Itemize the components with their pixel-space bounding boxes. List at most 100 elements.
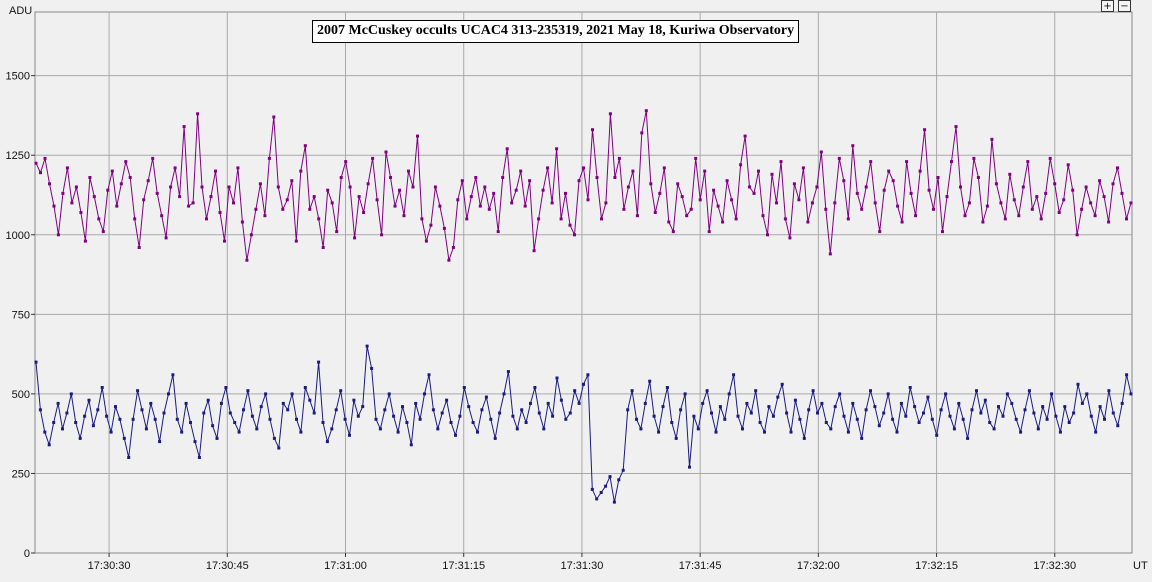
data-point bbox=[263, 214, 267, 218]
data-point bbox=[255, 427, 259, 431]
data-point bbox=[577, 179, 581, 183]
data-point bbox=[83, 239, 87, 243]
data-point bbox=[939, 408, 943, 412]
data-point bbox=[74, 185, 78, 189]
data-point bbox=[917, 421, 921, 424]
data-point bbox=[754, 389, 758, 393]
data-point bbox=[356, 414, 360, 418]
data-point bbox=[776, 395, 780, 399]
data-point bbox=[122, 436, 126, 440]
y-tick-label: 1250 bbox=[6, 150, 30, 162]
data-point bbox=[140, 408, 144, 412]
data-point bbox=[595, 176, 599, 179]
data-point bbox=[1102, 195, 1106, 199]
data-point bbox=[793, 398, 797, 402]
data-point bbox=[451, 246, 455, 249]
data-point bbox=[128, 176, 132, 179]
data-point bbox=[514, 188, 518, 192]
data-point bbox=[824, 421, 828, 424]
data-point bbox=[1021, 185, 1025, 189]
data-point bbox=[550, 201, 554, 205]
data-point bbox=[617, 156, 621, 160]
data-point bbox=[224, 386, 228, 389]
data-point bbox=[954, 125, 958, 129]
data-point bbox=[1111, 411, 1115, 415]
data-point bbox=[1041, 405, 1045, 409]
data-point bbox=[1010, 401, 1014, 405]
data-point bbox=[151, 156, 155, 160]
data-point bbox=[586, 198, 590, 202]
data-point bbox=[510, 201, 514, 205]
data-point bbox=[142, 198, 146, 202]
data-point bbox=[149, 401, 153, 405]
data-point bbox=[528, 179, 532, 183]
data-point bbox=[842, 414, 846, 418]
data-point bbox=[34, 360, 38, 364]
data-point bbox=[783, 217, 787, 221]
data-point bbox=[882, 411, 886, 415]
data-point bbox=[1072, 411, 1076, 415]
data-point bbox=[119, 182, 123, 186]
data-point bbox=[335, 230, 339, 234]
data-point bbox=[228, 411, 232, 415]
data-point bbox=[608, 112, 612, 116]
data-point bbox=[184, 401, 188, 405]
data-point bbox=[806, 220, 810, 224]
data-point bbox=[564, 417, 568, 421]
data-point bbox=[88, 176, 92, 179]
data-point bbox=[1036, 427, 1040, 431]
data-point bbox=[1084, 185, 1088, 189]
data-point bbox=[864, 185, 868, 189]
data-point bbox=[599, 491, 603, 494]
data-point bbox=[299, 169, 303, 173]
data-point bbox=[1030, 207, 1034, 211]
zoom-in-button[interactable]: + bbox=[1101, 0, 1114, 12]
data-point bbox=[657, 430, 661, 434]
data-point bbox=[1039, 217, 1043, 221]
data-point bbox=[321, 421, 325, 424]
data-point bbox=[701, 401, 705, 405]
zoom-out-button[interactable]: − bbox=[1118, 0, 1131, 12]
data-point bbox=[970, 408, 974, 412]
data-point bbox=[976, 176, 980, 179]
data-point bbox=[617, 478, 621, 482]
data-point bbox=[277, 446, 281, 450]
data-point bbox=[1027, 389, 1031, 393]
data-point bbox=[648, 379, 652, 383]
data-point bbox=[797, 198, 801, 202]
data-point bbox=[1023, 408, 1027, 412]
data-point bbox=[842, 179, 846, 183]
data-point bbox=[1075, 233, 1079, 237]
data-point bbox=[555, 147, 559, 151]
data-point bbox=[492, 191, 496, 195]
data-point bbox=[480, 408, 484, 412]
data-point bbox=[146, 179, 150, 183]
data-point bbox=[344, 160, 348, 164]
data-point bbox=[533, 386, 537, 389]
data-point bbox=[407, 169, 410, 173]
data-point bbox=[983, 398, 987, 402]
data-point bbox=[896, 204, 900, 208]
y-axis-label: ADU bbox=[9, 5, 32, 17]
data-point bbox=[357, 195, 361, 199]
data-point bbox=[1116, 166, 1119, 170]
data-point bbox=[299, 430, 303, 434]
data-point bbox=[727, 392, 731, 396]
data-point bbox=[317, 217, 321, 221]
data-point bbox=[807, 408, 811, 412]
data-point bbox=[193, 440, 197, 444]
data-point bbox=[414, 401, 418, 405]
data-point bbox=[688, 465, 691, 469]
data-point bbox=[811, 389, 815, 393]
data-point bbox=[950, 160, 953, 164]
data-point bbox=[1107, 389, 1111, 393]
data-point bbox=[1116, 424, 1120, 428]
data-point bbox=[39, 171, 42, 175]
data-point bbox=[445, 398, 449, 402]
data-point bbox=[851, 401, 855, 405]
data-point bbox=[957, 401, 961, 405]
data-point bbox=[520, 408, 524, 412]
data-point bbox=[308, 207, 312, 211]
data-point bbox=[167, 392, 170, 396]
data-point bbox=[501, 176, 505, 179]
